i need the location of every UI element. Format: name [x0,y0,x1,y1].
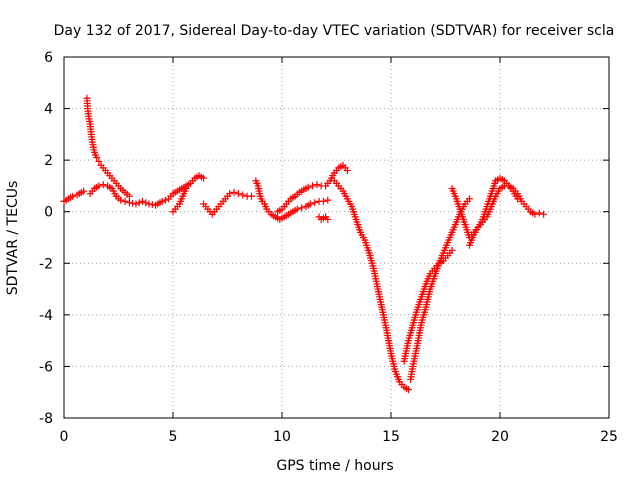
x-tick-label: 25 [600,429,618,445]
data-point [161,196,169,204]
data-point [293,205,301,213]
data-point [234,190,242,198]
x-tick-label: 0 [60,429,69,445]
chart-title: Day 132 of 2017, Sidereal Day-to-day VTE… [54,23,615,39]
y-tick-label: -6 [39,359,53,375]
data-point [319,197,327,205]
x-tick-label: 10 [273,429,291,445]
data-point [230,188,238,196]
x-tick-label: 15 [382,429,400,445]
data-point [125,192,133,200]
x-tick-label: 5 [169,429,178,445]
data-point [298,204,306,212]
data-point [324,215,332,223]
data-point [540,210,548,218]
data-points [60,94,548,394]
y-tick-label: -4 [39,308,53,324]
data-point [145,200,153,208]
y-tick-label: 2 [44,153,53,169]
y-tick-label: 0 [44,205,53,221]
data-point [121,197,129,205]
data-point [182,185,190,193]
data-point [311,199,319,207]
grid [64,57,609,418]
data-point [306,200,314,208]
data-point [304,183,312,191]
data-point [95,182,103,190]
data-point [465,195,473,203]
data-point [239,191,247,199]
y-tick-label: 4 [44,102,53,118]
data-point [148,201,156,209]
data-point [129,199,137,207]
data-point [513,195,521,203]
y-axis-title: SDTVAR / TECUs [5,181,21,296]
data-point [117,196,125,204]
data-point [138,197,146,205]
data-point [535,209,543,217]
data-point [158,197,166,205]
data-point [531,210,539,218]
data-point [404,386,412,394]
y-tick-label: 6 [44,50,53,66]
data-point [247,192,255,200]
data-point [93,154,101,162]
data-point [200,174,208,182]
data-point [80,187,88,195]
data-point [135,199,143,207]
y-tick-label: -2 [39,256,53,272]
plot-frame [63,56,610,419]
data-point [309,182,317,190]
x-axis-title: GPS time / hours [276,458,393,474]
data-point [343,166,351,174]
data-point [324,196,332,204]
data-point [95,157,103,165]
data-point [313,181,321,189]
data-point [448,246,456,254]
axis-ticks: 0 5 10 15 20 25 -8 -6 -4 -2 0 2 4 6 [39,50,618,445]
x-tick-label: 20 [491,429,509,445]
data-point [99,181,107,189]
data-point [142,199,150,207]
data-point [132,200,140,208]
y-tick-label: -8 [39,411,53,427]
data-point [69,192,77,200]
data-point [125,199,133,207]
data-point [226,190,234,198]
